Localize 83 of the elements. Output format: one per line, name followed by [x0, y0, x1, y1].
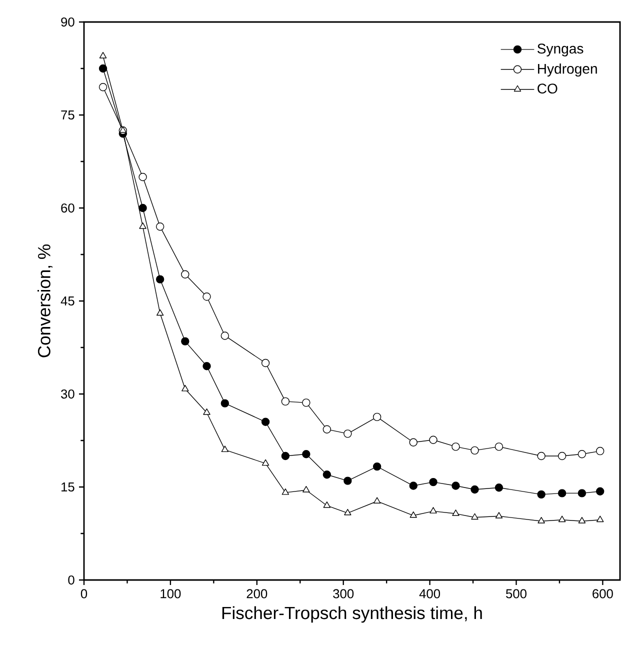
point [429, 478, 438, 486]
point [471, 513, 478, 520]
point [98, 83, 108, 92]
point [202, 292, 211, 301]
point [221, 446, 229, 452]
point [344, 508, 352, 516]
point [281, 397, 290, 406]
point [99, 52, 107, 58]
point [470, 446, 479, 455]
point [537, 452, 546, 460]
point [558, 452, 566, 460]
point [410, 511, 417, 518]
point [182, 384, 189, 392]
legend-label: Hydrogen [538, 63, 597, 77]
legend-label: CO [538, 84, 558, 94]
point [203, 408, 210, 415]
point [156, 222, 164, 231]
point [344, 476, 352, 485]
x-tick-label: 100 [160, 589, 181, 598]
point [372, 462, 382, 471]
point [558, 489, 566, 498]
y-axis-title: Conversion, % [38, 244, 52, 358]
x-axis-title: Fischer-Tropsch synthesis time, h [222, 606, 482, 623]
point [430, 507, 437, 514]
point [373, 497, 381, 504]
point [323, 501, 331, 508]
point [139, 222, 146, 229]
point [578, 450, 586, 458]
legend-label: Syngas [538, 44, 584, 56]
point [282, 488, 290, 495]
point [302, 398, 310, 407]
point [119, 126, 127, 133]
y-tick-label: 90 [61, 17, 74, 27]
x-tick-label: 600 [592, 589, 613, 598]
x-tick-label: 400 [419, 589, 440, 598]
y-tick-label: 75 [61, 110, 74, 120]
point [181, 270, 190, 278]
point [220, 399, 230, 408]
y-tick-label: 30 [61, 389, 74, 399]
point [452, 442, 460, 451]
point [596, 516, 604, 522]
y-tick-label: 0 [68, 575, 74, 585]
point [281, 452, 290, 460]
point [596, 446, 604, 456]
point [181, 337, 190, 346]
point [156, 275, 164, 284]
point [578, 516, 586, 524]
x-tick-label: 500 [506, 589, 526, 598]
point [452, 510, 460, 516]
point [261, 358, 270, 368]
point [538, 516, 545, 524]
point [596, 487, 604, 496]
point [156, 309, 164, 316]
point [138, 172, 147, 182]
point [495, 512, 503, 518]
point [302, 486, 310, 492]
y-tick-label: 60 [61, 203, 74, 213]
point [302, 450, 310, 458]
point [138, 204, 147, 212]
x-tick-label: 200 [246, 589, 268, 598]
point [322, 425, 332, 434]
point [409, 438, 418, 446]
y-tick-label: 15 [62, 482, 74, 492]
point [202, 362, 211, 370]
point [494, 442, 504, 451]
point [409, 482, 418, 490]
x-tick-label: 0 [80, 589, 88, 598]
point [220, 332, 230, 340]
point [537, 490, 546, 499]
point [429, 436, 438, 444]
point [372, 412, 382, 422]
point [578, 489, 586, 498]
point [98, 64, 108, 73]
x-tick-label: 300 [333, 589, 354, 598]
point [494, 484, 504, 492]
point [470, 485, 479, 494]
point [452, 482, 460, 490]
point [262, 459, 270, 466]
point [558, 516, 566, 522]
point [322, 470, 332, 479]
y-tick-label: 45 [60, 296, 74, 306]
point [261, 418, 270, 426]
point [344, 430, 352, 438]
